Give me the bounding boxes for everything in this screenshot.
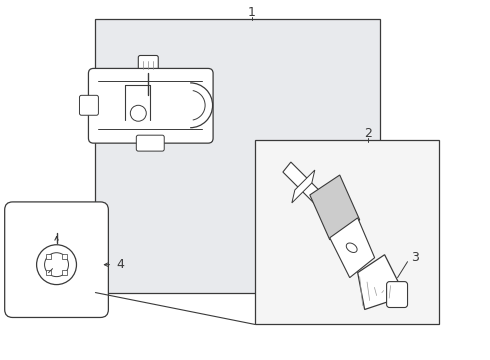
FancyBboxPatch shape bbox=[79, 95, 98, 115]
Text: 2: 2 bbox=[364, 127, 371, 140]
Polygon shape bbox=[292, 170, 315, 203]
Polygon shape bbox=[358, 255, 399, 310]
Polygon shape bbox=[310, 175, 360, 240]
Bar bbox=[255, 140, 440, 324]
Text: 1: 1 bbox=[248, 6, 256, 19]
Polygon shape bbox=[330, 218, 375, 278]
Text: 3: 3 bbox=[411, 251, 418, 264]
Polygon shape bbox=[283, 162, 343, 225]
Text: 4: 4 bbox=[117, 258, 124, 271]
Bar bbox=[62, 270, 67, 275]
FancyBboxPatch shape bbox=[387, 282, 408, 307]
FancyBboxPatch shape bbox=[5, 202, 108, 318]
FancyBboxPatch shape bbox=[136, 135, 164, 151]
Bar bbox=[96, 19, 380, 293]
Circle shape bbox=[130, 105, 147, 121]
FancyBboxPatch shape bbox=[89, 68, 213, 143]
Bar bbox=[46, 254, 50, 259]
Bar bbox=[46, 270, 50, 275]
Bar bbox=[62, 254, 67, 259]
FancyBboxPatch shape bbox=[138, 55, 158, 75]
Circle shape bbox=[37, 245, 76, 285]
Circle shape bbox=[45, 253, 69, 276]
